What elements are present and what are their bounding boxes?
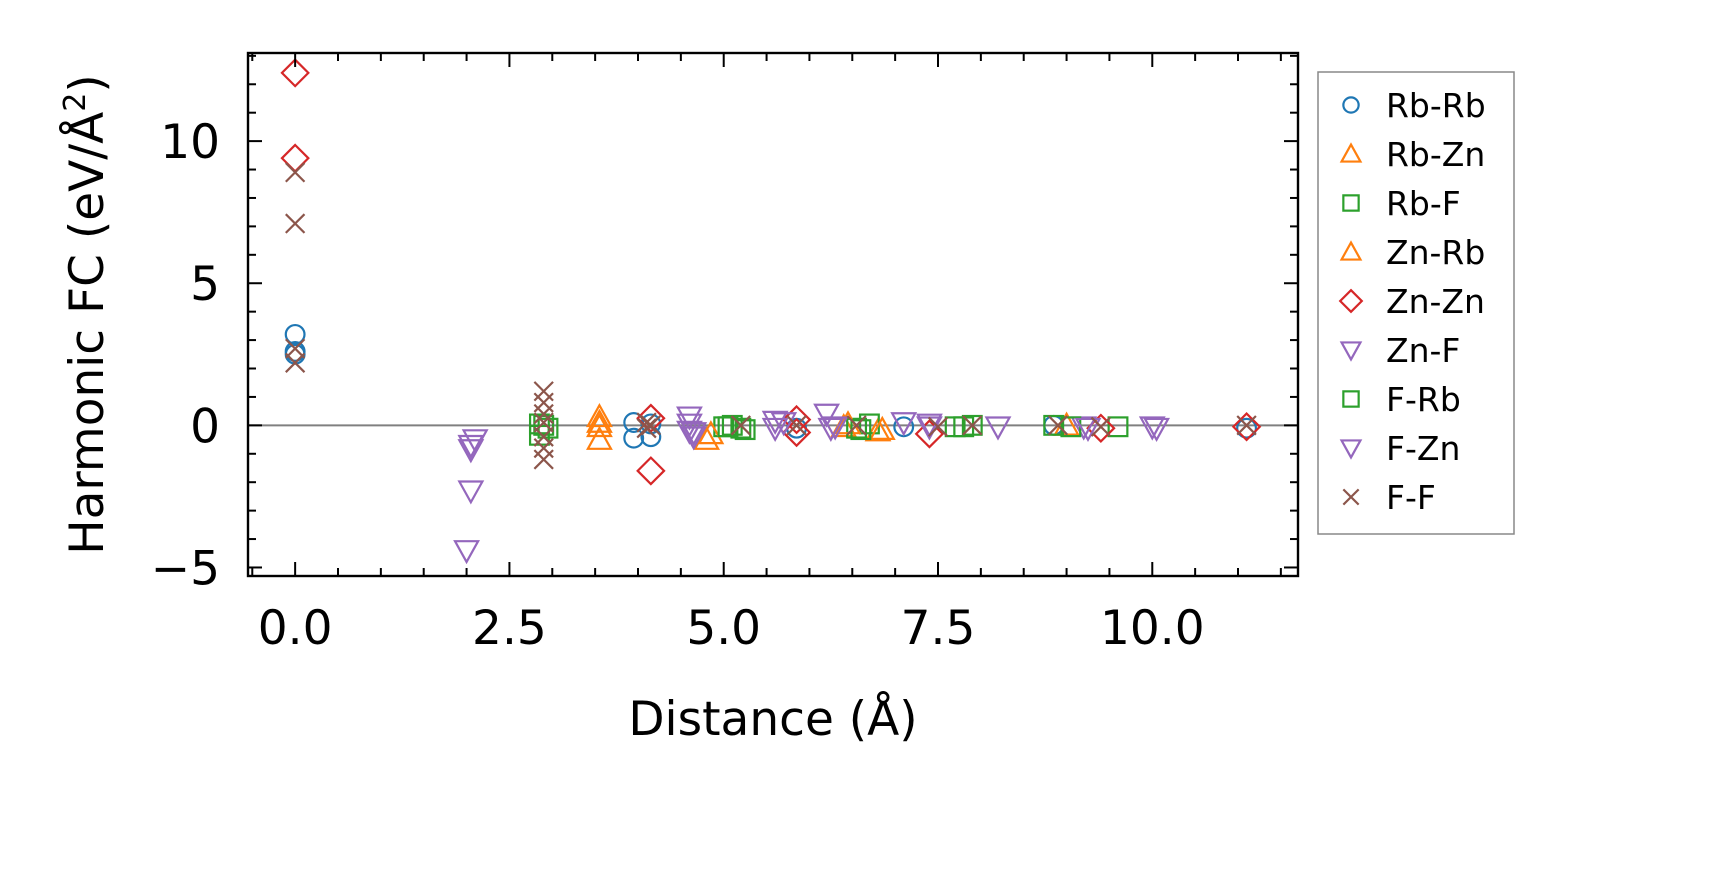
legend-label: Zn-F bbox=[1386, 331, 1460, 370]
series-rb-zn bbox=[586, 403, 1080, 450]
y-tick-label: −5 bbox=[151, 541, 220, 596]
data-point-f-f bbox=[786, 415, 807, 436]
legend-item: F-Zn bbox=[1339, 429, 1460, 468]
legend-item: F-F bbox=[1342, 478, 1436, 517]
data-point-rb-zn bbox=[586, 425, 613, 450]
data-point-rb-rb bbox=[284, 323, 306, 345]
legend-item: F-Rb bbox=[1342, 380, 1461, 419]
data-point-rb-f bbox=[730, 417, 752, 439]
data-point-rb-f bbox=[1107, 416, 1129, 438]
data-point-zn-zn bbox=[781, 404, 812, 435]
data-point-f-f bbox=[285, 162, 306, 183]
y-tick-label: 5 bbox=[190, 257, 220, 312]
data-point-zn-zn bbox=[280, 58, 310, 88]
legend-marker-rb-rb bbox=[1342, 96, 1360, 114]
data-point-zn-f bbox=[1138, 416, 1166, 441]
legend-item: Zn-Zn bbox=[1338, 282, 1485, 321]
data-point-f-f bbox=[730, 415, 751, 436]
data-point-f-f bbox=[1090, 416, 1111, 437]
data-point-zn-f bbox=[984, 416, 1012, 441]
data-point-f-f bbox=[962, 415, 983, 436]
legend-item: Rb-F bbox=[1342, 184, 1461, 223]
data-point-f-f bbox=[640, 415, 661, 436]
data-point-f-f bbox=[1236, 415, 1257, 436]
data-point-f-f bbox=[927, 416, 949, 437]
y-axis-label: Harmonic FC (eV/Å2) bbox=[58, 74, 115, 554]
data-point-f-f bbox=[1047, 415, 1069, 436]
data-point-f-f bbox=[846, 415, 867, 436]
x-tick-label: 2.5 bbox=[472, 601, 547, 656]
x-tick-label: 10.0 bbox=[1100, 601, 1205, 656]
data-point-zn-zn bbox=[1231, 412, 1262, 442]
legend-label: F-F bbox=[1386, 478, 1436, 517]
legend-item: Rb-Rb bbox=[1342, 86, 1486, 125]
legend-item: Zn-F bbox=[1339, 331, 1460, 370]
legend-marker-f-rb bbox=[1342, 390, 1360, 408]
data-point-rb-zn bbox=[586, 412, 613, 438]
x-tick-label: 5.0 bbox=[686, 601, 761, 656]
data-point-f-zn bbox=[770, 412, 798, 437]
data-point-zn-f bbox=[890, 412, 918, 437]
data-point-f-f bbox=[285, 213, 306, 234]
legend-marker-f-f bbox=[1342, 488, 1360, 506]
legend-marker-zn-rb bbox=[1339, 240, 1363, 261]
legend-label: Zn-Rb bbox=[1386, 233, 1485, 272]
data-point-f-zn bbox=[457, 439, 485, 464]
data-point-rb-rb bbox=[284, 341, 306, 362]
x-axis-label: Distance (Å) bbox=[628, 692, 917, 747]
data-point-zn-zn bbox=[914, 419, 945, 449]
legend-item: Zn-Rb bbox=[1339, 233, 1485, 272]
legend-label: Rb-Zn bbox=[1386, 135, 1485, 174]
data-point-rb-rb bbox=[1236, 417, 1258, 439]
data-point-f-zn bbox=[1143, 417, 1170, 443]
legend: Rb-Rb Rb-Zn Rb-F Zn-Rb Zn-Zn Zn-F F-Rb F-Zn F-F bbox=[1317, 71, 1515, 535]
data-point-rb-f bbox=[1043, 414, 1065, 436]
data-point-f-zn bbox=[1074, 417, 1102, 443]
data-point-zn-rb bbox=[586, 408, 613, 433]
legend-marker-f-zn bbox=[1339, 439, 1363, 460]
x-tick-label: 0.0 bbox=[258, 601, 333, 656]
series-f-f bbox=[285, 162, 1257, 470]
plot-area bbox=[248, 58, 1298, 565]
legend-marker-rb-f bbox=[1342, 194, 1360, 212]
legend-item: Rb-Zn bbox=[1339, 135, 1485, 174]
data-point-f-zn bbox=[680, 422, 708, 447]
legend-label: Zn-Zn bbox=[1386, 282, 1485, 321]
data-point-zn-f bbox=[813, 403, 840, 428]
data-point-rb-rb bbox=[623, 427, 645, 449]
data-point-f-f bbox=[533, 403, 554, 425]
legend-marker-zn-zn bbox=[1338, 288, 1364, 314]
data-point-zn-f bbox=[453, 540, 480, 565]
data-point-zn-zn bbox=[636, 456, 666, 486]
data-point-f-f bbox=[533, 449, 554, 470]
axis-ticks bbox=[248, 53, 1298, 576]
legend-marker-zn-f bbox=[1339, 341, 1363, 362]
plot-frame bbox=[246, 51, 1300, 578]
data-point-zn-f bbox=[676, 406, 703, 431]
legend-label: F-Zn bbox=[1386, 429, 1460, 468]
data-point-f-f bbox=[533, 412, 554, 433]
data-point-f-zn bbox=[817, 417, 845, 443]
legend-label: Rb-Rb bbox=[1386, 86, 1486, 125]
data-point-rb-f bbox=[846, 417, 868, 439]
data-point-zn-f bbox=[457, 480, 485, 505]
legend-label: F-Rb bbox=[1386, 380, 1461, 419]
data-point-rb-zn bbox=[864, 417, 892, 442]
data-point-zn-rb bbox=[697, 420, 725, 445]
axis-tick-labels: 0.0 2.5 5.0 7.5 10.0 −5 0 5 10 bbox=[151, 115, 1205, 656]
x-tick-label: 7.5 bbox=[901, 601, 976, 656]
data-point-zn-f bbox=[761, 410, 789, 435]
data-point-f-f bbox=[285, 352, 306, 373]
legend-marker-rb-zn bbox=[1339, 142, 1363, 163]
data-point-rb-f bbox=[533, 414, 555, 436]
data-point-zn-f bbox=[821, 416, 849, 441]
y-tick-label: 0 bbox=[190, 399, 220, 454]
data-point-f-rb bbox=[717, 416, 739, 438]
data-point-zn-rb bbox=[868, 415, 896, 440]
legend-label: Rb-F bbox=[1386, 184, 1461, 223]
y-tick-label: 10 bbox=[160, 115, 220, 170]
data-point-f-f bbox=[285, 338, 306, 359]
data-point-zn-f bbox=[1070, 416, 1098, 441]
